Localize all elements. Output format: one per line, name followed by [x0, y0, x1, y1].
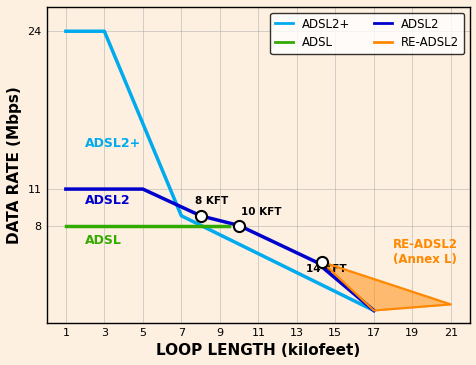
Polygon shape: [321, 262, 450, 311]
Text: 10 KFT: 10 KFT: [240, 207, 281, 217]
Text: ADSL: ADSL: [85, 234, 122, 247]
ADSL2+: [63, 29, 69, 34]
ADSL2: [313, 260, 318, 264]
ADSL2+: [178, 214, 184, 218]
ADSL2: [198, 214, 203, 218]
Y-axis label: DATA RATE (Mbps): DATA RATE (Mbps): [7, 86, 22, 244]
Text: 8 KFT: 8 KFT: [194, 196, 228, 206]
ADSL2: [139, 187, 145, 191]
ADSL2: [370, 308, 376, 313]
Line: ADSL2+: ADSL2+: [66, 31, 373, 311]
ADSL2: [63, 187, 69, 191]
Text: RE-ADSL2
(Annex L): RE-ADSL2 (Annex L): [392, 238, 457, 266]
Text: 14 KFT: 14 KFT: [306, 264, 347, 274]
ADSL: [63, 223, 69, 228]
Text: ADSL2: ADSL2: [85, 194, 130, 207]
ADSL: [226, 223, 232, 228]
ADSL2: [236, 223, 241, 228]
Legend: ADSL2+, ADSL, ADSL2, RE-ADSL2: ADSL2+, ADSL, ADSL2, RE-ADSL2: [270, 13, 463, 54]
ADSL2+: [101, 29, 107, 34]
X-axis label: LOOP LENGTH (kilofeet): LOOP LENGTH (kilofeet): [156, 343, 360, 358]
Line: ADSL2: ADSL2: [66, 189, 373, 311]
Text: ADSL2+: ADSL2+: [85, 137, 141, 150]
ADSL2+: [370, 308, 376, 313]
